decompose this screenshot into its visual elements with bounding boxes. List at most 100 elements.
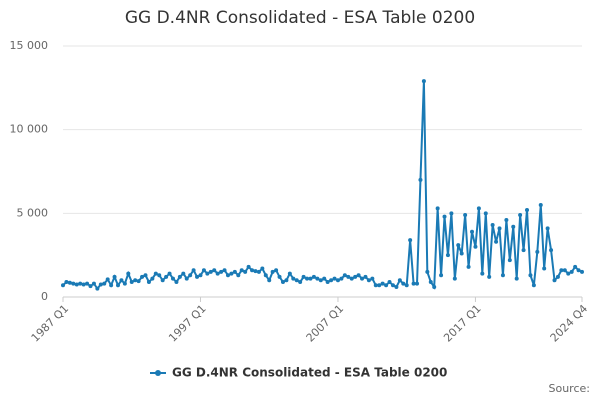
point	[542, 266, 547, 271]
y-tick-label: 10 000	[10, 123, 49, 136]
point	[401, 281, 406, 286]
point	[562, 268, 567, 273]
x-tick-label: 2024 Q4	[548, 302, 591, 345]
point	[198, 273, 203, 278]
point	[232, 269, 237, 274]
point	[291, 276, 296, 281]
point	[370, 276, 375, 281]
point	[476, 206, 481, 211]
point	[181, 271, 186, 276]
point	[497, 226, 502, 231]
point	[157, 273, 162, 278]
point	[153, 271, 158, 276]
point	[64, 279, 69, 284]
point	[253, 269, 258, 274]
point	[305, 276, 310, 281]
point	[470, 229, 475, 234]
point	[538, 202, 543, 207]
point	[308, 276, 313, 281]
point	[88, 284, 93, 289]
point	[136, 279, 141, 284]
point	[191, 268, 196, 273]
point	[576, 268, 581, 273]
point	[119, 278, 124, 283]
point	[366, 278, 371, 283]
point	[452, 276, 457, 281]
point	[439, 273, 444, 278]
point	[521, 248, 526, 253]
point	[177, 274, 182, 279]
point	[356, 273, 361, 278]
point	[301, 274, 306, 279]
point	[215, 271, 220, 276]
point	[404, 283, 409, 288]
point	[387, 279, 392, 284]
y-tick-label: 0	[41, 290, 48, 303]
point	[377, 283, 382, 288]
point	[81, 282, 86, 287]
point	[208, 269, 213, 274]
point	[466, 264, 471, 269]
point	[353, 274, 358, 279]
point	[518, 213, 523, 218]
point	[143, 273, 148, 278]
point	[463, 213, 468, 218]
point	[339, 276, 344, 281]
point	[459, 251, 464, 256]
point	[511, 224, 516, 229]
point	[105, 277, 110, 282]
y-tick-label: 15 000	[10, 39, 49, 52]
point	[225, 273, 230, 278]
point	[170, 276, 175, 281]
point	[332, 276, 337, 281]
point	[346, 274, 351, 279]
point	[140, 274, 145, 279]
point	[284, 278, 289, 283]
point	[195, 274, 200, 279]
point	[250, 268, 255, 273]
chart-title: GG D.4NR Consolidated - ESA Table 0200	[125, 8, 475, 28]
point	[552, 278, 557, 283]
point	[280, 279, 285, 284]
point	[480, 271, 485, 276]
point	[243, 269, 248, 274]
point	[188, 273, 193, 278]
point	[201, 268, 206, 273]
point	[490, 223, 495, 228]
point	[270, 269, 275, 274]
legend-label: GG D.4NR Consolidated - ESA Table 0200	[172, 366, 447, 380]
point	[212, 268, 217, 273]
point	[246, 264, 251, 269]
point	[363, 274, 368, 279]
point	[380, 281, 385, 286]
point	[504, 218, 509, 223]
point	[222, 268, 227, 273]
point	[397, 278, 402, 283]
point	[411, 281, 416, 286]
point	[150, 276, 155, 281]
source: Source:	[549, 382, 591, 395]
point	[349, 276, 354, 281]
point	[487, 274, 492, 279]
point	[160, 278, 165, 283]
point	[335, 278, 340, 283]
point	[256, 269, 261, 274]
point	[112, 274, 117, 279]
point	[95, 286, 100, 291]
y-tick-label: 5 000	[17, 206, 49, 219]
point	[287, 271, 292, 276]
point	[325, 279, 330, 284]
line	[62, 81, 583, 291]
point	[456, 243, 461, 248]
point	[263, 273, 268, 278]
point	[74, 282, 79, 287]
x-tick-label: 2007 Q1	[304, 302, 347, 345]
point	[566, 271, 571, 276]
x-tick-label: 1997 Q1	[166, 302, 209, 345]
point	[260, 266, 265, 271]
point	[559, 268, 564, 273]
point	[102, 281, 107, 286]
point	[555, 274, 560, 279]
point	[267, 278, 272, 283]
